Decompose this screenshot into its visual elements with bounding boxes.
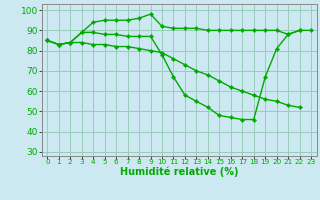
X-axis label: Humidité relative (%): Humidité relative (%) [120,167,238,177]
